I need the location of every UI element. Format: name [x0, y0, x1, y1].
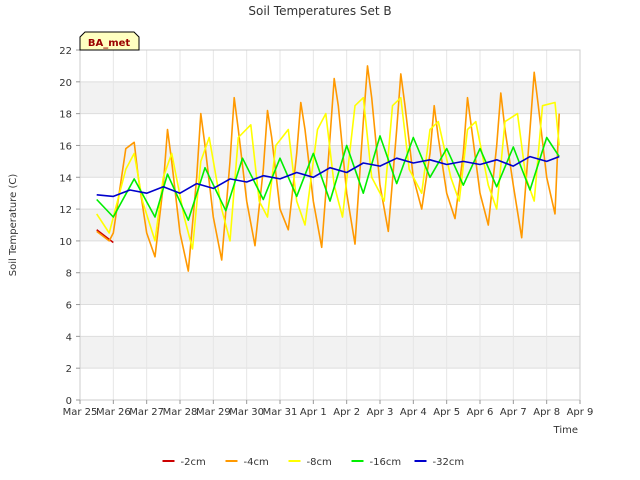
plot-frame [79, 49, 581, 401]
x-axis-label: Time [553, 425, 578, 436]
x-tick-label: Mar 30 [229, 407, 264, 418]
x-tick-label: Mar 27 [129, 407, 164, 418]
y-tick-label: 14 [59, 173, 72, 184]
series-line-32cm [96, 155, 560, 198]
x-tick-label: Apr 3 [367, 407, 394, 418]
series-line-2cm [96, 229, 114, 244]
chart-title: Soil Temperatures Set B [248, 4, 391, 18]
background-band [80, 81, 580, 114]
station-badge-label: BA_met [88, 38, 131, 49]
legend-label: -4cm [244, 457, 269, 468]
x-tick-label: Apr 2 [333, 407, 360, 418]
series-lines [96, 65, 560, 272]
x-tick-label: Apr 9 [567, 407, 594, 418]
y-tick-label: 8 [66, 269, 72, 280]
series-line-16cm [96, 135, 560, 221]
y-tick-label: 22 [59, 46, 72, 57]
x-tick-label: Apr 1 [300, 407, 327, 418]
y-tick-label: 10 [59, 237, 72, 248]
background-band [80, 209, 580, 241]
y-tick-label: 6 [66, 301, 72, 312]
station-badge: BA_met [79, 31, 140, 51]
x-tick-label: Apr 5 [433, 407, 460, 418]
legend-label: -8cm [307, 457, 332, 468]
legend: -2cm -4cm -8cm -16cm -32cm [162, 457, 465, 468]
y-tick-label: 16 [59, 141, 72, 152]
y-tick-label: 12 [59, 205, 72, 216]
y-axis-label: Soil Temperature (C) [8, 174, 19, 277]
x-tick-label: Apr 8 [533, 407, 560, 418]
x-tick-label: Apr 6 [467, 407, 494, 418]
x-tick-label: Apr 7 [500, 407, 527, 418]
x-tick-label: Mar 25 [63, 407, 98, 418]
y-axis-ticks: 0 2 4 6 8 10 12 14 16 18 20 22 [59, 46, 80, 407]
x-tick-label: Mar 29 [196, 407, 231, 418]
background-band [80, 272, 580, 305]
y-tick-label: 0 [66, 396, 72, 407]
background-band [80, 336, 580, 369]
x-tick-label: Mar 28 [163, 407, 198, 418]
x-tick-label: Apr 4 [400, 407, 427, 418]
y-tick-label: 18 [59, 110, 72, 121]
station-badge-shape [79, 31, 140, 51]
legend-label: -2cm [181, 457, 206, 468]
y-tick-label: 20 [59, 78, 72, 89]
legend-label: -32cm [433, 457, 465, 468]
legend-label: -16cm [370, 457, 402, 468]
x-tick-label: Mar 26 [96, 407, 131, 418]
series-line-4cm [96, 65, 560, 272]
x-tick-label: Mar 31 [263, 407, 298, 418]
y-tick-label: 2 [66, 364, 72, 375]
y-tick-label: 4 [66, 332, 72, 343]
